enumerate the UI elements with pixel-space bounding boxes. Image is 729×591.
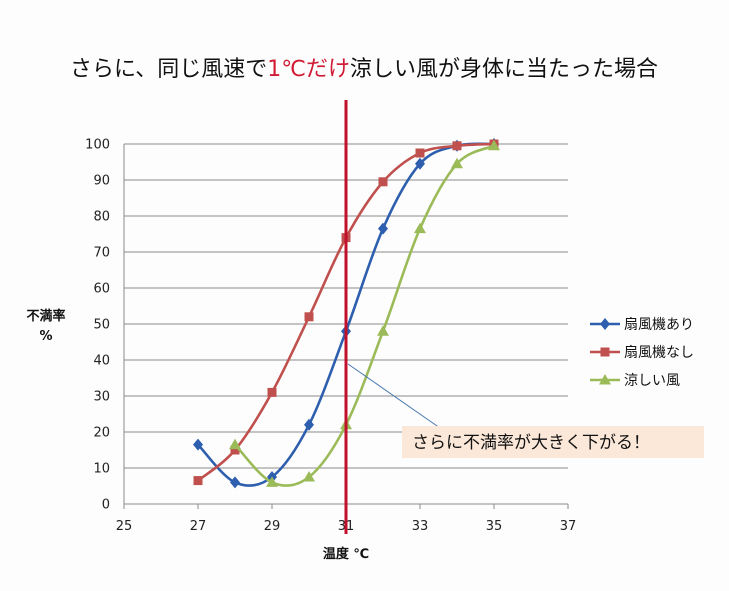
x-tick-29: 29 <box>264 519 281 534</box>
point-cool-wind-28 <box>229 438 241 450</box>
y-tick-40: 40 <box>93 354 110 369</box>
point-fan-off-27 <box>193 476 203 486</box>
x-tick-37: 37 <box>560 519 577 534</box>
series-cool-wind <box>229 139 500 487</box>
point-fan-off-29 <box>267 387 277 397</box>
point-fan-on-30 <box>304 418 314 431</box>
callout-text: さらに不満率が大きく下がる！ <box>412 433 650 453</box>
point-cool-wind-34 <box>451 157 463 169</box>
series-line-cool-wind <box>234 144 495 487</box>
legend-marker-fan-off <box>600 347 610 357</box>
x-tick-33: 33 <box>412 519 429 534</box>
legend-label-cool-wind: 涼しい風 <box>624 373 680 389</box>
x-tick-35: 35 <box>486 519 503 534</box>
x-tick-labels: 25272931333537 <box>116 519 577 534</box>
point-cool-wind-29 <box>266 476 278 487</box>
y-tick-50: 50 <box>93 318 110 333</box>
point-cool-wind-32 <box>377 325 389 336</box>
point-fan-off-28 <box>230 445 240 455</box>
series-line-fan-off <box>197 142 495 482</box>
point-fan-on-33 <box>415 157 425 170</box>
x-axis-label: 温度 ℃ <box>323 546 369 562</box>
y-tick-60: 60 <box>93 282 110 297</box>
y-tick-70: 70 <box>93 246 110 261</box>
point-fan-on-27 <box>193 438 203 451</box>
y-tick-20: 20 <box>93 426 110 441</box>
legend-label-fan-on: 扇風機あり <box>624 317 694 333</box>
legend-item-cool-wind: 涼しい風 <box>590 373 680 389</box>
y-tick-labels: 0 10 20 30 40 50 60 70 80 90 100 <box>85 138 110 513</box>
point-cool-wind-35 <box>488 139 500 151</box>
point-cool-wind-33 <box>414 222 426 234</box>
legend-label-fan-off: 扇風機なし <box>624 345 694 361</box>
chart-title: さらに、同じ風速で1℃だけ涼しい風が身体に当たった場合 <box>70 57 658 82</box>
point-fan-on-32 <box>378 222 388 235</box>
chart-title-highlight: 1℃だけ <box>267 57 350 82</box>
point-fan-off-34 <box>452 141 462 151</box>
callout-box <box>402 426 704 458</box>
y-axis-label-line-2: % <box>39 329 52 344</box>
legend-item-fan-on: 扇風機あり <box>590 317 694 333</box>
legend-marker-cool-wind <box>599 374 611 385</box>
x-tick-27: 27 <box>190 519 207 534</box>
chart-title-part-2: 涼しい風が身体に当たった場合 <box>350 57 658 82</box>
point-fan-on-28 <box>230 476 240 489</box>
point-fan-off-30 <box>304 312 314 322</box>
y-tick-10: 10 <box>93 462 110 477</box>
legend-marker-fan-on <box>600 318 610 330</box>
y-axis-label-line-1: 不満率 <box>26 308 65 324</box>
x-tick-25: 25 <box>116 519 133 534</box>
chart-title-part-1: さらに、同じ風速で <box>70 57 267 82</box>
point-fan-off-32 <box>378 177 388 187</box>
y-tick-100: 100 <box>85 138 110 153</box>
legend-item-fan-off: 扇風機なし <box>590 345 694 361</box>
y-tick-90: 90 <box>93 174 110 189</box>
point-cool-wind-30 <box>303 471 315 482</box>
y-tick-30: 30 <box>93 390 110 405</box>
callout-leader-line <box>347 363 441 429</box>
point-fan-off-33 <box>415 148 425 158</box>
y-tick-80: 80 <box>93 210 110 225</box>
y-tick-0: 0 <box>102 498 110 513</box>
